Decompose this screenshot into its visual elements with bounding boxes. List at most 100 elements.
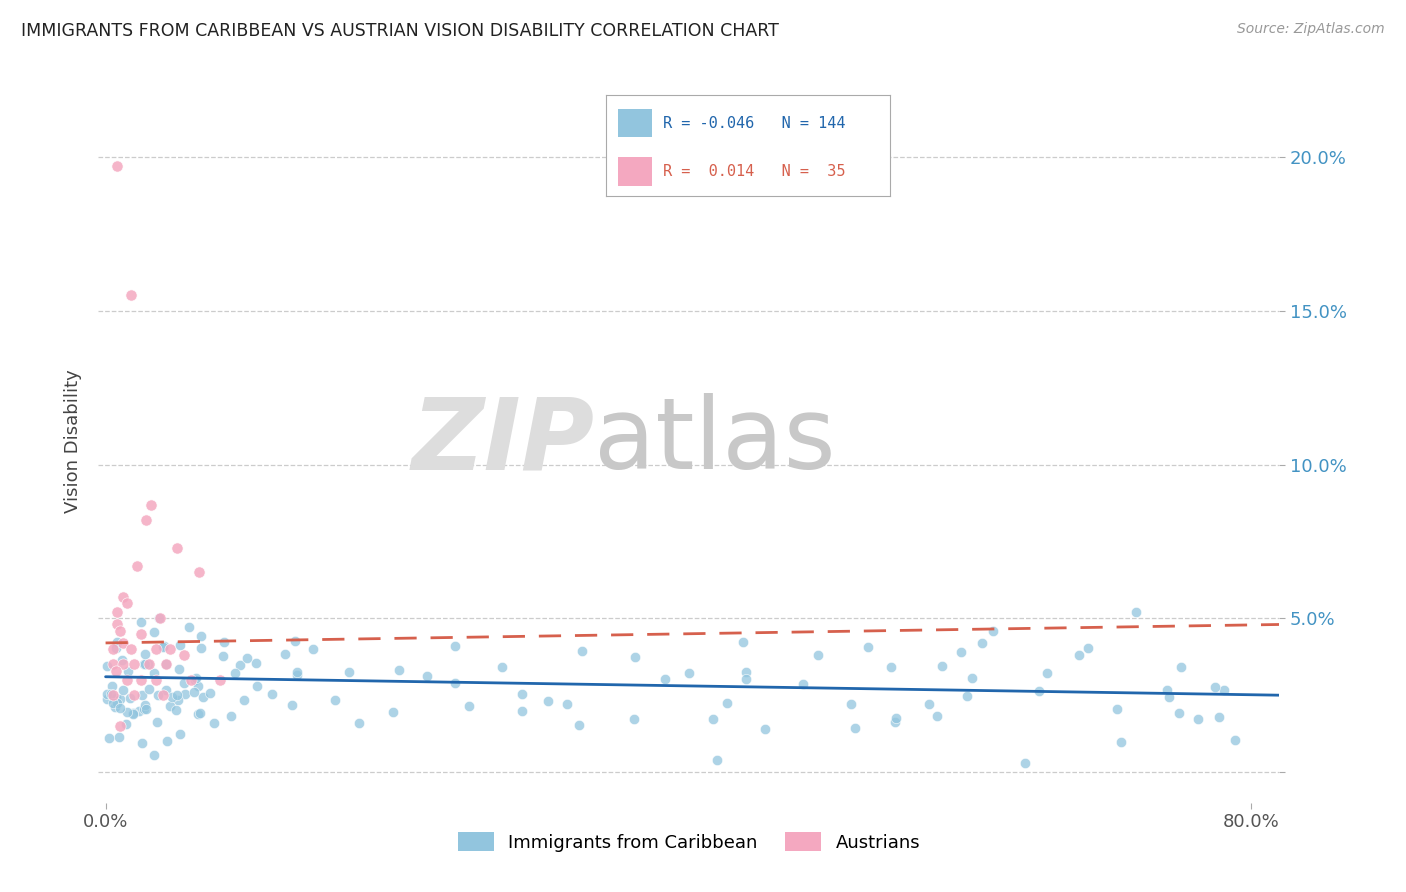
Point <box>702 712 724 726</box>
Point <box>187 707 209 722</box>
Point <box>1156 683 1178 698</box>
Point <box>167 692 190 706</box>
Point <box>103 697 125 711</box>
Point <box>457 698 479 713</box>
Point <box>152 688 174 702</box>
Point <box>96 691 118 706</box>
Point <box>105 641 128 656</box>
Point <box>184 671 207 685</box>
Point <box>716 697 738 711</box>
Point <box>302 641 325 656</box>
Point <box>233 693 256 707</box>
Point <box>654 673 676 687</box>
Point <box>1213 683 1236 698</box>
Point <box>183 685 205 699</box>
Point <box>388 664 411 678</box>
Point <box>180 673 202 687</box>
Point <box>135 513 157 527</box>
Point <box>131 736 153 750</box>
Point <box>678 665 700 680</box>
Point <box>224 665 246 680</box>
Point <box>105 605 128 619</box>
Point <box>285 665 308 679</box>
Point <box>624 650 647 665</box>
Point <box>444 639 467 653</box>
Point <box>228 658 250 673</box>
Point <box>107 696 129 710</box>
Point <box>173 687 195 701</box>
Point <box>844 721 866 735</box>
Point <box>145 673 167 687</box>
Point <box>1028 683 1050 698</box>
Point <box>156 734 179 748</box>
Point <box>792 677 814 691</box>
Point <box>138 657 160 672</box>
Point <box>115 716 138 731</box>
Point <box>101 657 124 672</box>
Point <box>169 639 191 653</box>
Point <box>281 698 304 712</box>
Point <box>273 647 295 661</box>
Point <box>416 669 439 683</box>
Point <box>491 660 513 674</box>
Point <box>444 676 467 690</box>
Point <box>285 668 308 682</box>
Point <box>165 703 187 717</box>
Point <box>117 705 139 719</box>
Text: atlas: atlas <box>595 393 837 490</box>
Point <box>155 657 177 672</box>
Point <box>190 641 212 656</box>
Point <box>146 714 169 729</box>
Point <box>122 657 145 672</box>
Point <box>884 711 907 725</box>
Point <box>166 688 188 702</box>
Point <box>134 698 156 713</box>
Point <box>101 642 124 657</box>
Point <box>131 673 153 687</box>
Point <box>101 688 124 702</box>
Point <box>960 671 983 685</box>
Point <box>121 706 143 720</box>
Point <box>187 680 209 694</box>
Point <box>1077 640 1099 655</box>
Point <box>159 642 181 657</box>
Point <box>134 702 156 716</box>
Point <box>262 687 284 701</box>
Point <box>167 662 190 676</box>
Point <box>568 717 591 731</box>
Text: ZIP: ZIP <box>412 393 595 490</box>
Point <box>115 596 138 610</box>
Point <box>104 699 127 714</box>
Point <box>970 636 993 650</box>
Point <box>236 651 259 665</box>
Point <box>141 498 163 512</box>
Point <box>1170 660 1192 674</box>
Point <box>202 716 225 731</box>
Point <box>134 657 156 671</box>
Point <box>807 648 830 662</box>
Point <box>1159 690 1181 704</box>
Point <box>349 716 371 731</box>
Point <box>925 708 948 723</box>
Point <box>143 625 166 640</box>
Point <box>108 719 131 733</box>
Point <box>187 565 209 579</box>
Point <box>142 665 165 680</box>
Point <box>160 690 183 705</box>
Point <box>245 656 267 670</box>
Point <box>117 664 139 678</box>
Point <box>193 690 215 705</box>
Point <box>981 624 1004 638</box>
Point <box>212 635 235 649</box>
Text: IMMIGRANTS FROM CARIBBEAN VS AUSTRIAN VISION DISABILITY CORRELATION CHART: IMMIGRANTS FROM CARIBBEAN VS AUSTRIAN VI… <box>21 22 779 40</box>
Point <box>96 687 118 701</box>
Point <box>880 659 903 673</box>
Point <box>108 691 131 706</box>
Point <box>184 673 207 688</box>
Point <box>122 688 145 702</box>
Point <box>135 701 157 715</box>
Point <box>159 699 181 714</box>
Point <box>1067 648 1090 663</box>
Point <box>382 705 405 719</box>
Point <box>128 704 150 718</box>
